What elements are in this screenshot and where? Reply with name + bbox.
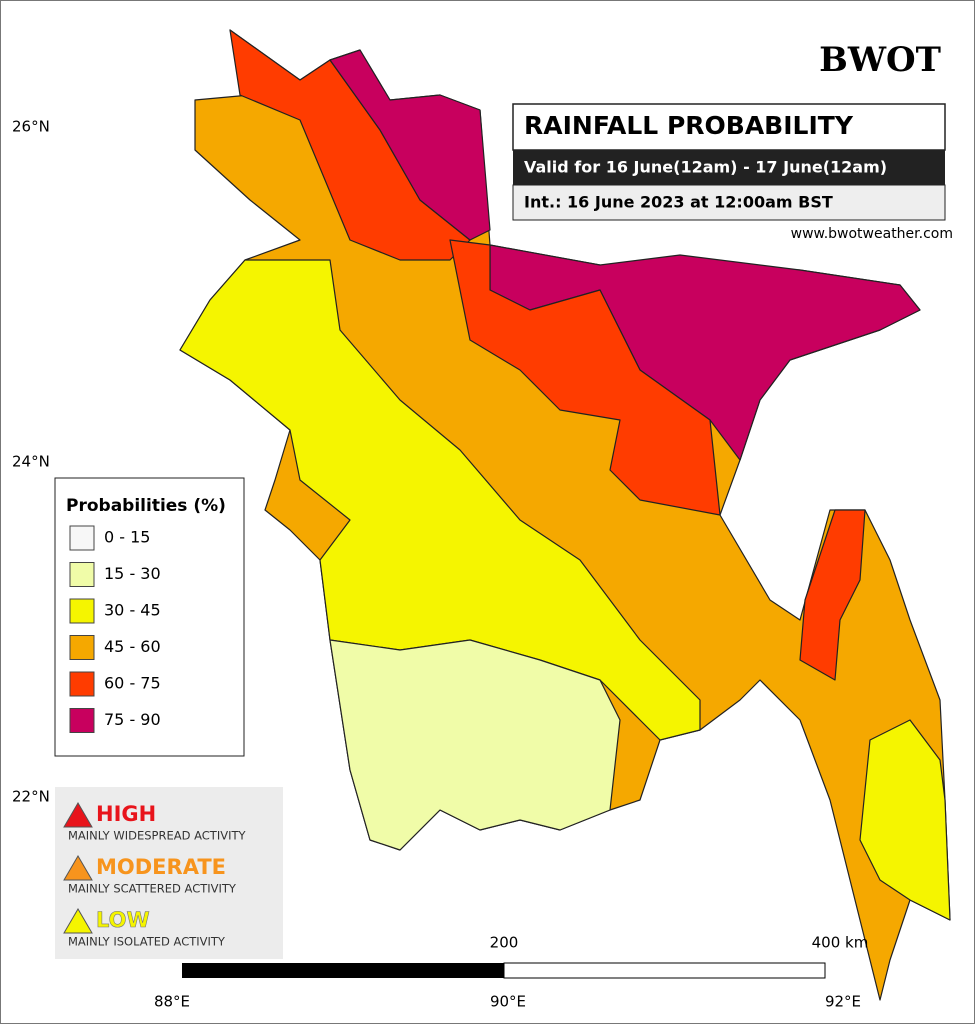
risk-level: LOW xyxy=(96,908,150,932)
legend-label: 60 - 75 xyxy=(104,674,161,693)
longitude-label: 90°E xyxy=(490,993,526,1011)
scale-label: 200 xyxy=(490,934,519,952)
legend-label: 45 - 60 xyxy=(104,637,161,656)
valid-box xyxy=(513,150,945,185)
risk-icon xyxy=(63,855,93,881)
title: RAINFALL PROBABILITY xyxy=(524,111,854,140)
scale-bar-black xyxy=(182,963,504,978)
districts xyxy=(179,29,951,1001)
latitude-label: 26°N xyxy=(12,118,50,136)
longitude-label: 88°E xyxy=(154,993,190,1011)
risk-description: MAINLY SCATTERED ACTIVITY xyxy=(68,882,237,896)
legend-swatch xyxy=(69,635,95,660)
risk-icon xyxy=(63,802,93,828)
risk-items: HIGH MAINLY WIDESPREAD ACTIVITY MODERATE MA… xyxy=(63,802,246,949)
logo: BWOT xyxy=(819,40,941,80)
scale-bar-white xyxy=(503,962,826,979)
valid-text: Valid for 16 June(12am) - 17 June(12am) xyxy=(524,158,887,177)
legend-items: 0 - 15 15 - 30 30 - 45 45 - 60 60 - 75 75 - 9… xyxy=(69,525,161,733)
risk-level: HIGH xyxy=(96,802,156,826)
region-low-southeast xyxy=(859,719,951,921)
legend-title: Probabilities (%) xyxy=(66,496,226,516)
legend-label: 15 - 30 xyxy=(104,564,161,583)
init-text: Int.: 16 June 2023 at 12:00am BST xyxy=(524,193,833,212)
risk-icon xyxy=(63,908,93,934)
init-box xyxy=(512,184,946,221)
region-high-center xyxy=(449,239,721,516)
longitude-label: 92°E xyxy=(825,993,861,1011)
region-high-hills xyxy=(799,509,866,681)
legend-label: 0 - 15 xyxy=(104,528,150,547)
legend-label: 75 - 90 xyxy=(104,710,161,729)
risk-description: MAINLY WIDESPREAD ACTIVITY xyxy=(68,829,246,843)
region-very-high-north xyxy=(329,49,491,241)
risk-box xyxy=(55,787,283,959)
legend-swatch xyxy=(69,708,95,733)
legend-swatch xyxy=(69,562,95,587)
risk-level: MODERATE xyxy=(96,855,226,879)
risk-description: MAINLY ISOLATED ACTIVITY xyxy=(68,935,226,949)
scale-label: 400 km xyxy=(812,934,869,952)
website: www.bwotweather.com xyxy=(791,226,953,242)
legend-label: 30 - 45 xyxy=(104,601,161,620)
legend-swatch xyxy=(69,671,95,697)
legend-swatch xyxy=(69,525,95,551)
title-box xyxy=(512,103,946,151)
legend-swatch xyxy=(69,598,95,624)
latitude-label: 22°N xyxy=(12,788,50,806)
region-very-low-south xyxy=(329,639,621,851)
latitude-label: 24°N xyxy=(12,453,50,471)
